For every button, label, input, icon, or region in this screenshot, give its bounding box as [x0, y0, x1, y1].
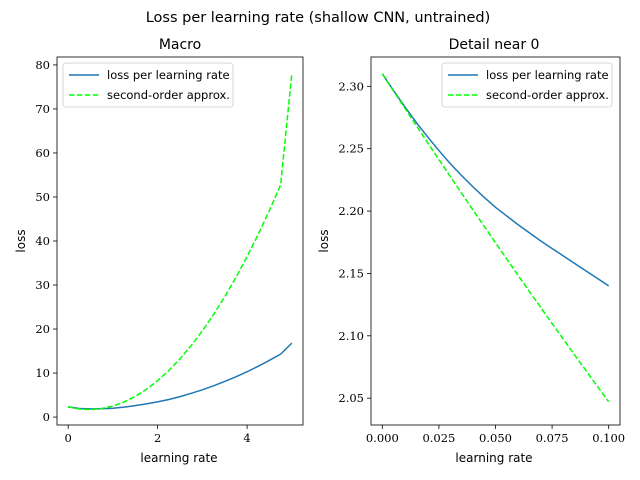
chart-detail-xtick-label: 0.000	[366, 431, 399, 445]
chart-detail-legend-label-approx: second-order approx.	[486, 88, 609, 102]
chart-macro-frame	[56, 56, 304, 426]
chart-macro-ytick-label: 50	[35, 190, 50, 204]
chart-detail-title: Detail near 0	[449, 37, 540, 53]
chart-detail-ytick-label: 2.25	[338, 142, 364, 156]
chart-macro-ytick-label: 10	[35, 366, 50, 380]
chart-macro-xlabel: learning rate	[140, 451, 217, 465]
chart-detail-series-loss	[381, 73, 610, 287]
chart-macro-legend: loss per learning rate second-order appr…	[62, 62, 234, 108]
chart-detail-xlabel: learning rate	[455, 451, 532, 465]
chart-detail-ytick-label: 2.30	[338, 79, 364, 93]
chart-macro-series-approx	[68, 73, 293, 411]
chart-detail-frame	[370, 56, 621, 426]
chart-macro-ytick-label: 40	[35, 234, 50, 248]
chart-macro-xtick-label: 4	[243, 431, 250, 445]
chart-detail-legend-box	[441, 62, 613, 108]
chart-macro-xtick-label: 0	[65, 431, 72, 445]
chart-detail-legend-label-loss: loss per learning rate	[486, 68, 609, 82]
chart-macro-xtick-label: 2	[154, 431, 161, 445]
chart-macro-ytick-label: 60	[35, 146, 50, 160]
chart-macro-ytick-label: 0	[43, 410, 50, 424]
chart-detail-ytick-label: 2.20	[338, 204, 364, 218]
chart-macro-title: Macro	[159, 37, 201, 53]
chart-macro-ytick-label: 80	[35, 58, 50, 72]
chart-detail-ytick-label: 2.05	[338, 391, 364, 405]
chart-detail-ytick-label: 2.15	[338, 266, 364, 280]
chart-detail: Detail near 0 0.000 0.025 0.050 0.075 0.100 2…	[317, 37, 625, 465]
chart-detail-xtick-label: 0.100	[592, 431, 625, 445]
chart-macro-ytick-label: 70	[35, 102, 50, 116]
chart-macro-legend-label-approx: second-order approx.	[107, 88, 230, 102]
chart-macro-ytick-label: 20	[35, 322, 50, 336]
chart-detail-xtick-label: 0.025	[422, 431, 455, 445]
chart-macro-legend-box	[62, 62, 234, 108]
chart-detail-plot-area: 0.000 0.025 0.050 0.075 0.100 2.05 2.10 2.15 2.2…	[338, 73, 625, 445]
figure-suptitle: Loss per learning rate (shallow CNN, unt…	[146, 10, 491, 26]
chart-macro-series-loss	[68, 342, 293, 410]
chart-detail-series-approx	[381, 73, 610, 403]
chart-detail-ylabel: loss	[317, 229, 331, 252]
chart-macro-legend-label-loss: loss per learning rate	[107, 68, 230, 82]
chart-detail-legend: loss per learning rate second-order appr…	[441, 62, 613, 108]
chart-detail-xtick-label: 0.050	[479, 431, 512, 445]
chart-macro-ylabel: loss	[14, 229, 28, 252]
chart-detail-xtick-label: 0.075	[536, 431, 569, 445]
chart-macro-ytick-label: 30	[35, 278, 50, 292]
chart-detail-ytick-label: 2.10	[338, 329, 364, 343]
